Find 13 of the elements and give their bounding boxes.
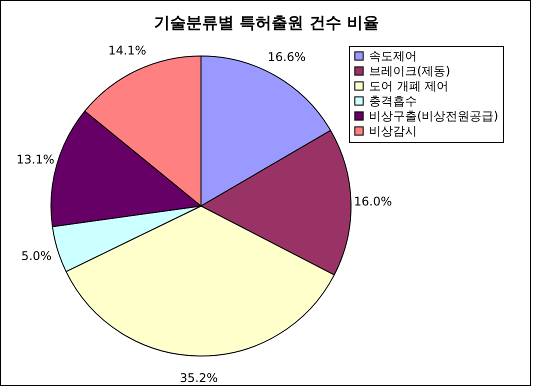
legend-label: 도어 개폐 제어 <box>369 79 449 93</box>
data-label: 5.0% <box>21 249 52 264</box>
data-label: 16.6% <box>268 50 306 64</box>
legend-label: 비상구출(비상전원공급) <box>369 109 498 123</box>
legend-label: 속도제어 <box>369 49 417 63</box>
data-label: 13.1% <box>16 152 54 167</box>
legend-label: 브레이크(제동) <box>369 64 450 78</box>
legend-label: 충격흡수 <box>369 94 417 108</box>
data-label: 14.1% <box>108 44 146 58</box>
legend-label: 비상감시 <box>369 124 417 138</box>
chart-title: 기술분류별 특허출원 건수 비율 <box>154 13 379 32</box>
data-label: 16.0% <box>354 194 392 209</box>
data-label: 35.2% <box>180 370 218 385</box>
